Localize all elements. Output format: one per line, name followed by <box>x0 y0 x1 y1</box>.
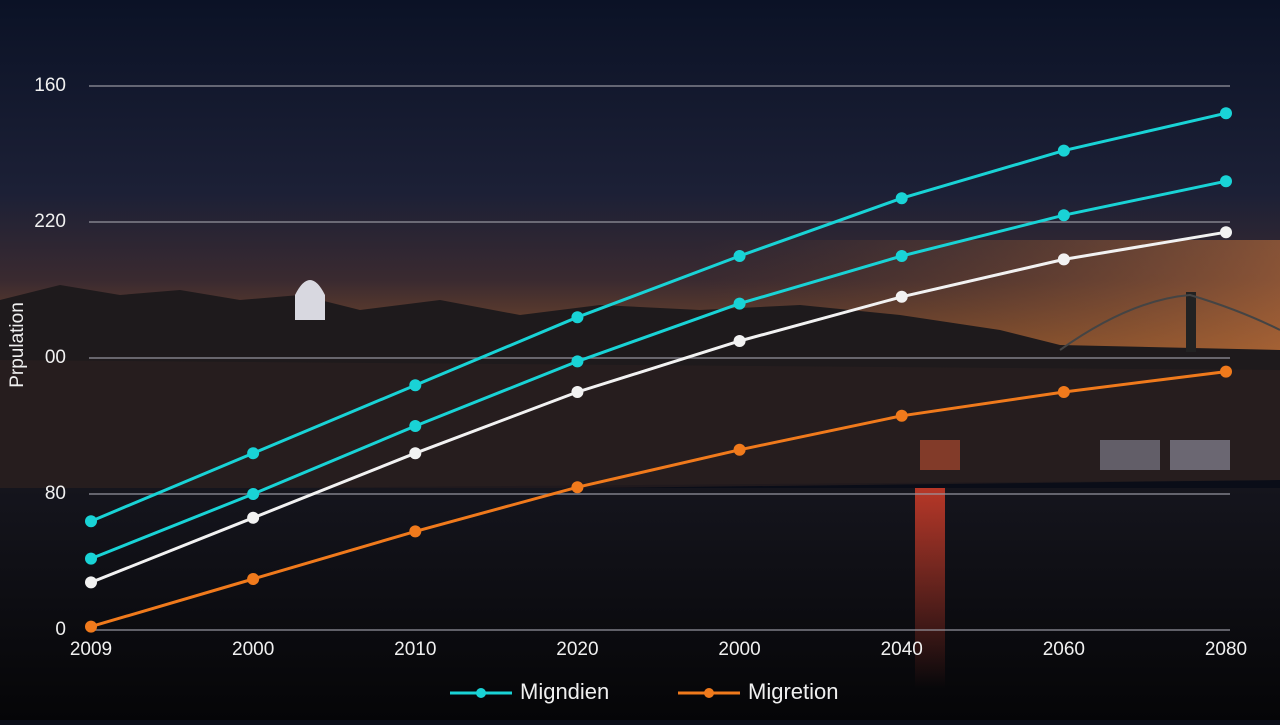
data-point <box>85 515 97 528</box>
data-point <box>733 335 746 347</box>
x-tick-label: 2060 <box>1043 639 1085 660</box>
data-point <box>895 290 908 303</box>
data-point <box>733 297 746 310</box>
legend-marker <box>476 688 486 698</box>
legend-label: Migndien <box>520 679 609 704</box>
y-tick-label: 0 <box>55 619 66 640</box>
x-tick-label: 2009 <box>70 639 112 660</box>
data-point <box>1220 226 1232 239</box>
y-tick-label: 80 <box>45 483 66 504</box>
y-tick-label: 220 <box>34 211 66 232</box>
data-point <box>571 386 584 398</box>
x-tick-label: 2010 <box>394 639 436 660</box>
data-point <box>733 250 746 262</box>
y-tick-label: 160 <box>34 75 66 96</box>
data-point <box>733 443 746 456</box>
data-point <box>1057 386 1070 398</box>
data-point <box>409 420 422 432</box>
series-line <box>90 111 1227 523</box>
series-line <box>90 370 1227 629</box>
x-tick-label: 2000 <box>718 639 760 660</box>
data-point <box>1057 209 1070 222</box>
y-tick-label: 00 <box>45 347 66 368</box>
legend-label: Migretion <box>748 679 838 704</box>
data-point <box>895 250 908 262</box>
data-point <box>895 192 908 205</box>
data-point <box>1057 144 1070 157</box>
x-tick-label: 2080 <box>1205 639 1247 660</box>
series-line <box>90 179 1227 560</box>
data-point <box>85 620 97 633</box>
data-point <box>1220 107 1232 120</box>
data-point <box>247 573 260 585</box>
data-point <box>571 481 584 494</box>
data-point <box>409 379 422 392</box>
data-point <box>409 447 422 460</box>
y-axis-label: Prpulation <box>7 302 28 388</box>
series-line <box>90 230 1227 584</box>
data-point <box>1220 175 1232 188</box>
x-tick-label: 2020 <box>556 639 598 660</box>
data-point <box>571 355 584 368</box>
data-point <box>571 311 584 324</box>
data-point <box>247 511 260 524</box>
data-point <box>1057 253 1070 266</box>
data-point <box>1220 365 1232 378</box>
data-point <box>85 576 97 589</box>
data-point <box>895 409 908 422</box>
data-point <box>247 488 260 500</box>
legend-marker <box>704 688 714 698</box>
x-tick-label: 2040 <box>881 639 923 660</box>
data-point <box>85 552 97 565</box>
data-point <box>409 525 422 538</box>
x-tick-label: 2000 <box>232 639 274 660</box>
data-point <box>247 447 260 460</box>
